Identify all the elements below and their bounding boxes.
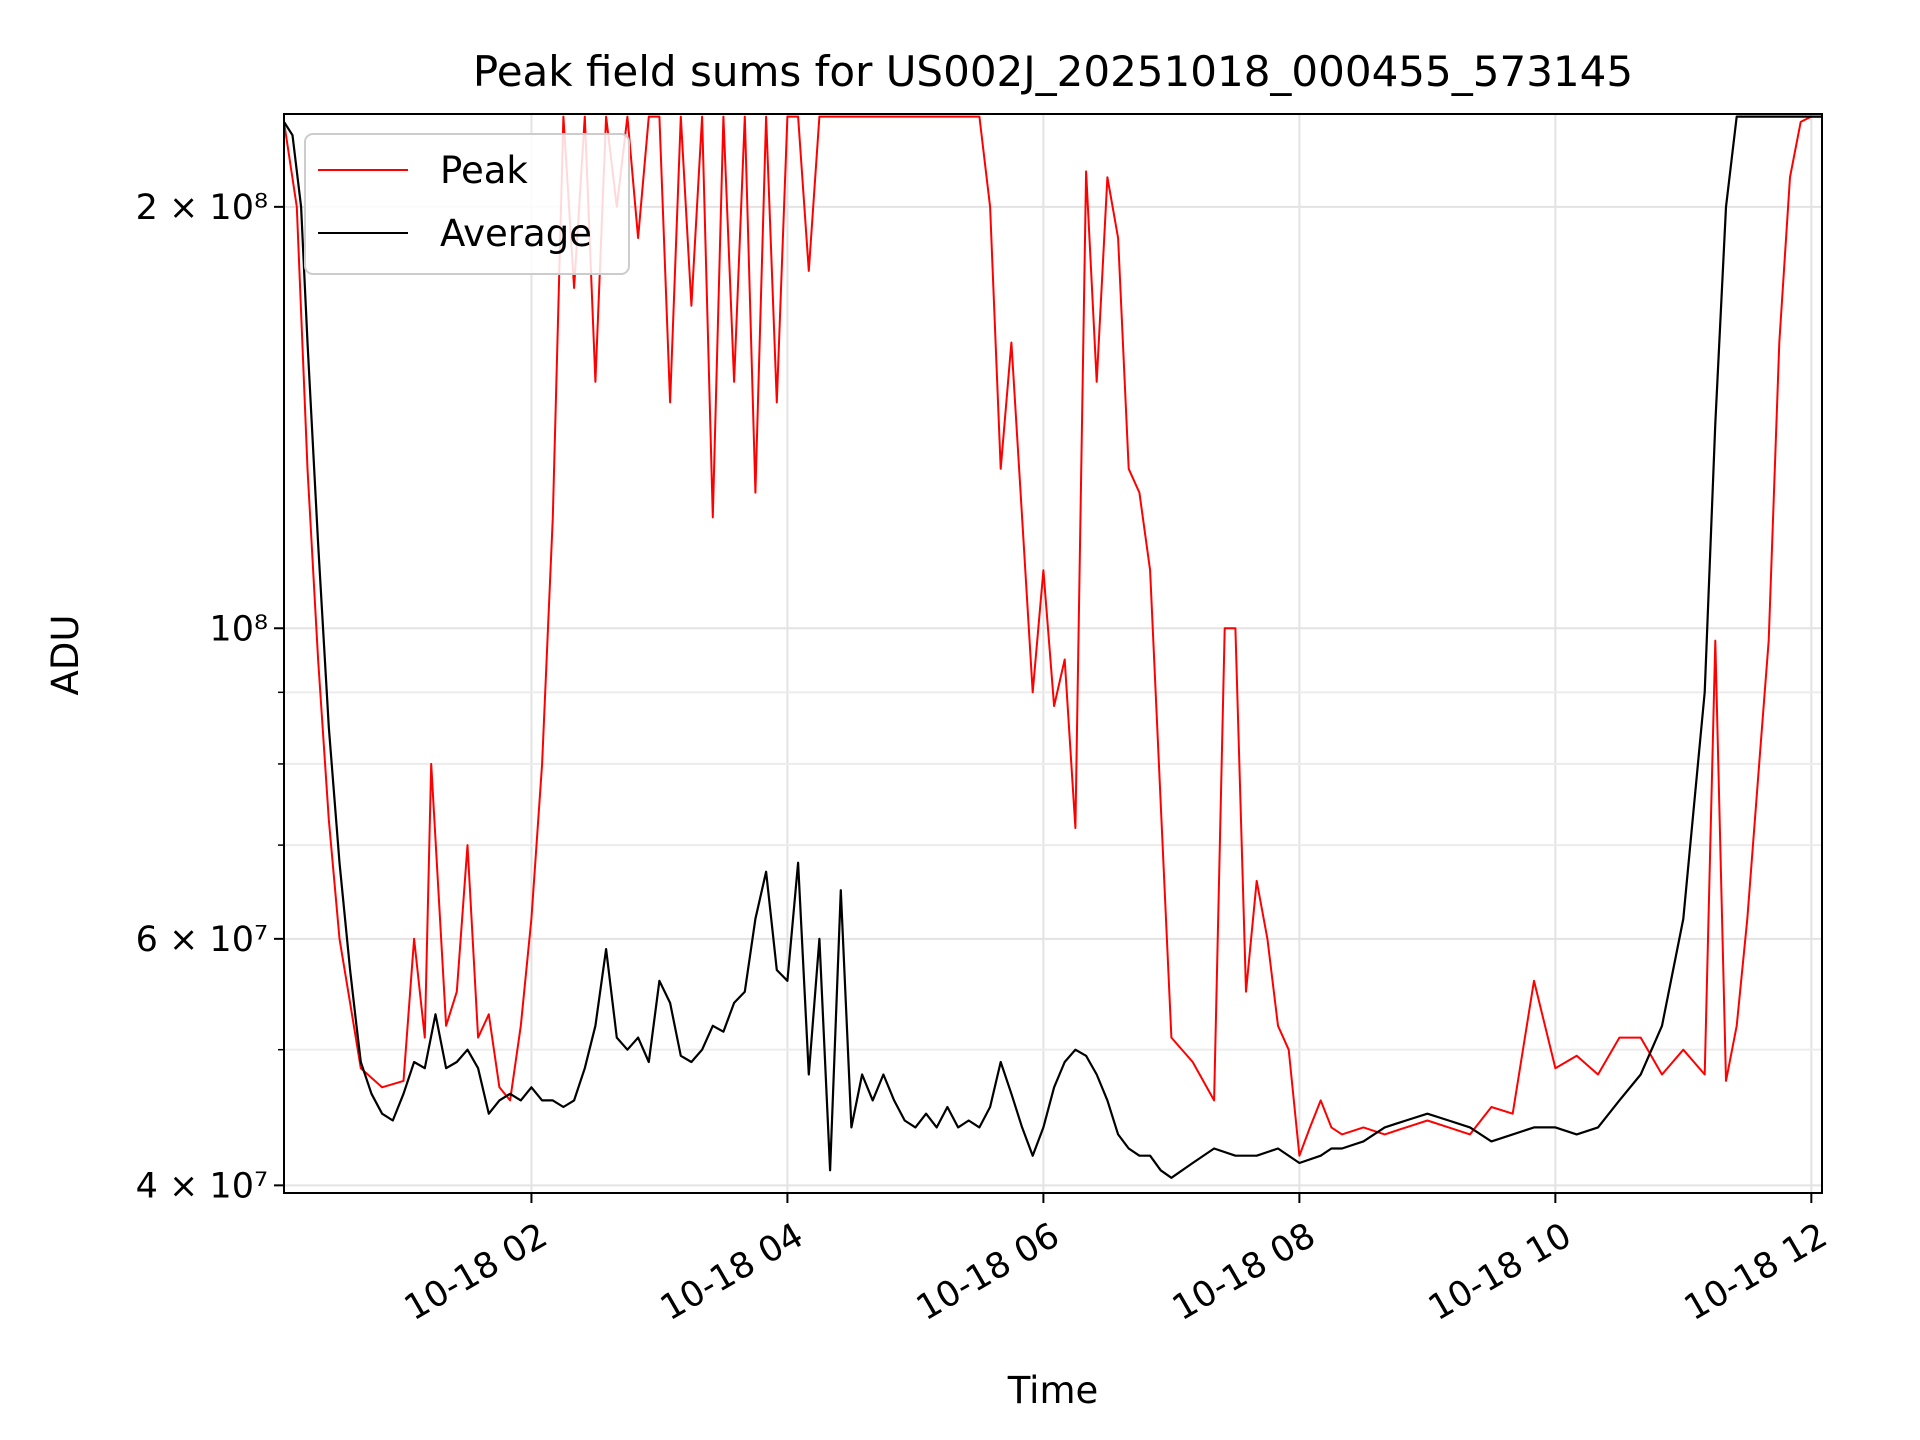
series-layer	[283, 115, 1822, 1179]
y-tick-label: 2 × 10⁸	[136, 188, 268, 228]
series-line-average	[283, 115, 1822, 1179]
x-axis-label: Time	[1007, 1369, 1099, 1412]
y-axis-label: ADU	[44, 615, 87, 696]
plot-frame	[283, 113, 1823, 1194]
chart-title: Peak field sums for US002J_20251018_0004…	[473, 47, 1633, 96]
legend: Peak Average	[304, 133, 630, 275]
y-tick-label: 4 × 10⁷	[136, 1166, 268, 1206]
legend-label-peak: Peak	[440, 149, 528, 192]
series-line-peak	[283, 115, 1822, 1157]
legend-label-average: Average	[440, 212, 592, 255]
y-tick-label: 6 × 10⁷	[136, 920, 268, 960]
y-tick-label: 10⁸	[209, 609, 268, 649]
